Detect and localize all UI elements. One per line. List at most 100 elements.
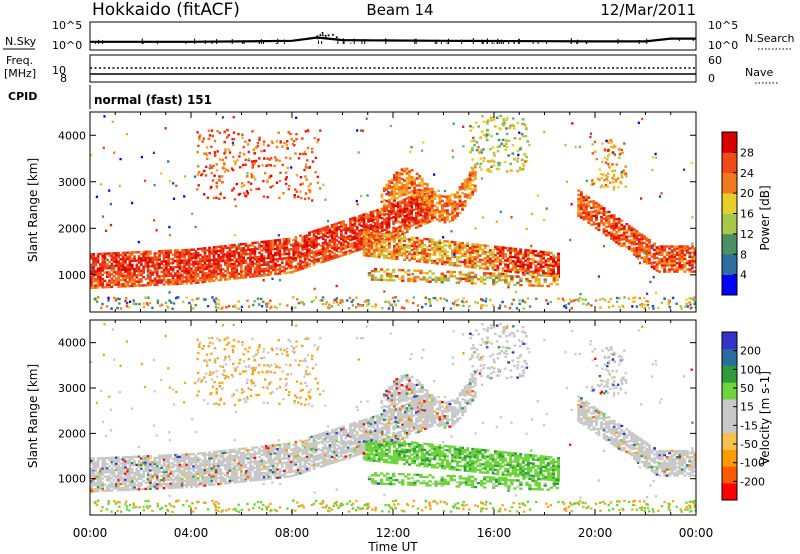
heat-cell	[240, 259, 243, 263]
heat-cell	[489, 170, 493, 173]
heat-cell	[372, 234, 376, 237]
heat-cell	[362, 252, 366, 255]
heat-cell	[424, 201, 427, 204]
heat-cell	[287, 242, 291, 245]
heat-cell	[513, 268, 516, 272]
heat-cell	[101, 471, 105, 474]
heat-cell	[214, 303, 218, 306]
heat-cell	[217, 260, 220, 263]
heat-cell	[212, 271, 216, 274]
heat-cell	[308, 250, 311, 253]
heat-cell	[230, 265, 234, 268]
heat-cell	[412, 202, 416, 205]
heat-cell	[190, 248, 193, 251]
heat-cell	[380, 217, 384, 220]
heat-cell	[169, 262, 173, 265]
heat-cell	[423, 187, 427, 190]
heat-cell	[265, 242, 268, 245]
heat-cell	[128, 306, 131, 309]
heat-cell	[620, 234, 624, 237]
heat-cell	[242, 242, 245, 246]
heat-cell	[390, 202, 394, 205]
heat-cell	[491, 251, 495, 254]
heat-cell	[103, 469, 107, 472]
heat-cell	[244, 261, 248, 264]
heat-cell	[693, 257, 697, 261]
heat-cell	[269, 164, 273, 167]
heat-cell	[308, 237, 311, 241]
heat-cell	[280, 265, 284, 269]
colorbar-tick-label: 8	[740, 248, 747, 261]
heat-cell	[115, 258, 118, 261]
heat-cell	[103, 271, 107, 274]
heat-cell	[509, 259, 512, 263]
heat-cell	[303, 256, 307, 259]
heat-cell	[526, 271, 529, 275]
heat-cell	[610, 235, 614, 238]
heat-cell	[643, 237, 646, 240]
heat-cell	[132, 299, 135, 302]
heat-cell	[380, 200, 384, 203]
heat-cell	[612, 239, 616, 242]
heat-cell	[536, 262, 540, 266]
heat-cell	[305, 240, 309, 244]
heat-cell	[231, 141, 234, 144]
heat-cell	[340, 250, 343, 253]
heat-cell	[380, 223, 384, 226]
heat-cell	[673, 245, 677, 248]
heat-cell	[244, 158, 247, 162]
heat-cell	[534, 284, 538, 287]
heat-cell	[577, 199, 581, 203]
heat-cell	[180, 282, 184, 285]
heat-cell	[433, 243, 437, 246]
heat-cell	[110, 269, 114, 272]
heat-cell	[130, 278, 134, 281]
heat-cell	[613, 144, 616, 147]
heat-cell	[597, 228, 601, 232]
heat-cell	[607, 172, 610, 175]
heat-cell	[249, 254, 252, 258]
heat-cell	[274, 266, 277, 269]
heat-cell	[635, 305, 638, 308]
heat-cell	[151, 260, 155, 264]
heat-cell	[693, 270, 697, 273]
heat-cell	[249, 263, 252, 266]
heat-cell	[534, 250, 538, 253]
heat-cell	[267, 240, 270, 243]
heat-cell	[433, 253, 437, 256]
heat-cell	[249, 267, 252, 270]
heat-cell	[610, 216, 614, 219]
heat-cell	[413, 280, 417, 283]
heat-cell	[246, 271, 250, 274]
colorbar-segment	[722, 172, 737, 194]
heat-cell	[153, 267, 157, 270]
heat-cell	[94, 481, 98, 485]
heat-cell	[394, 303, 398, 307]
heat-cell	[294, 259, 298, 262]
heat-cell	[296, 298, 299, 301]
heat-cell	[187, 263, 191, 266]
heat-cell	[221, 249, 225, 252]
heat-cell	[212, 267, 216, 270]
heat-cell	[395, 247, 399, 250]
heat-cell	[108, 475, 111, 478]
heat-cell	[310, 255, 314, 259]
heat-cell	[531, 284, 535, 287]
heat-cell	[385, 227, 389, 230]
heat-cell	[258, 245, 261, 248]
heat-cell	[601, 173, 605, 176]
heat-cell	[128, 272, 132, 275]
heat-cell	[632, 236, 636, 240]
heat-cell	[311, 150, 314, 154]
heat-cell	[117, 277, 120, 280]
heat-cell	[358, 244, 361, 247]
heat-cell	[468, 185, 472, 188]
heat-cell	[287, 237, 291, 241]
heat-cell	[513, 158, 516, 161]
heat-cell	[479, 276, 484, 279]
heat-cell	[501, 261, 505, 264]
heat-cell	[285, 182, 288, 185]
heat-cell	[607, 162, 610, 166]
heat-cell	[183, 251, 186, 254]
heat-cell	[519, 283, 523, 287]
